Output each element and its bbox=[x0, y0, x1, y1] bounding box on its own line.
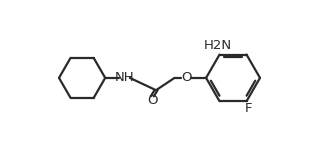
Text: H2N: H2N bbox=[204, 39, 232, 52]
Text: O: O bbox=[181, 71, 191, 84]
Text: O: O bbox=[147, 94, 157, 107]
Text: F: F bbox=[244, 102, 252, 115]
Text: NH: NH bbox=[115, 71, 134, 84]
